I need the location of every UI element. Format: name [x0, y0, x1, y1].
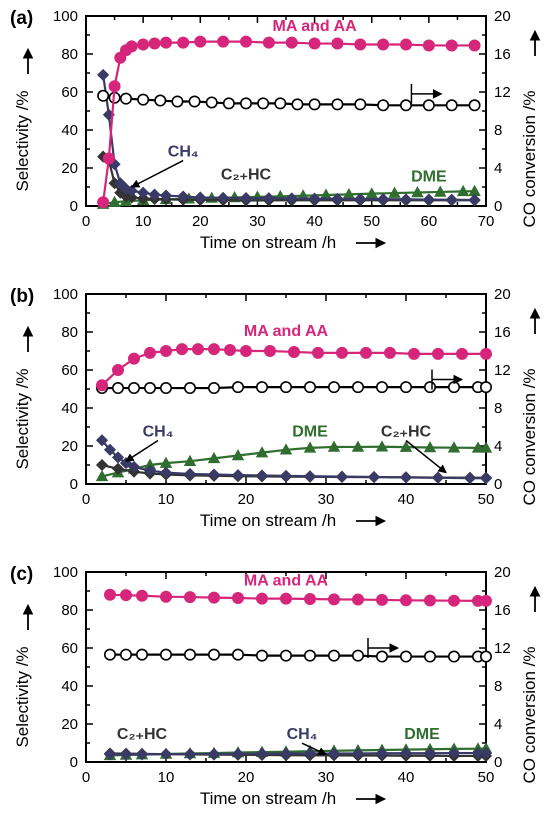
svg-text:20: 20 [238, 491, 255, 508]
svg-text:0: 0 [70, 476, 78, 493]
svg-text:60: 60 [61, 84, 78, 101]
svg-text:CO conversion /%: CO conversion /% [520, 647, 539, 784]
svg-text:50: 50 [363, 213, 380, 230]
svg-text:0: 0 [82, 213, 90, 230]
svg-text:20: 20 [61, 716, 78, 733]
svg-text:0: 0 [494, 198, 502, 215]
svg-text:60: 60 [61, 362, 78, 379]
svg-text:12: 12 [494, 84, 511, 101]
svg-text:Time on stream /h: Time on stream /h [200, 789, 336, 808]
svg-text:DME: DME [404, 726, 440, 743]
svg-text:100: 100 [53, 564, 78, 581]
svg-text:20: 20 [192, 213, 209, 230]
svg-text:C₂₊HC: C₂₊HC [117, 726, 168, 743]
svg-text:MA and AA: MA and AA [244, 572, 329, 589]
svg-text:0: 0 [494, 476, 502, 493]
panel-b: 01020304050020406080100048121620Selectiv… [0, 278, 549, 556]
svg-text:0: 0 [82, 769, 90, 786]
svg-text:(c): (c) [10, 564, 33, 585]
svg-text:0: 0 [70, 198, 78, 215]
svg-text:CH₄: CH₄ [168, 144, 199, 161]
svg-text:Time on stream /h: Time on stream /h [200, 511, 336, 530]
svg-text:10: 10 [135, 213, 152, 230]
svg-text:40: 40 [398, 769, 415, 786]
svg-text:4: 4 [494, 716, 502, 733]
svg-text:20: 20 [494, 286, 511, 303]
svg-text:20: 20 [494, 8, 511, 25]
svg-text:C₂₊HC: C₂₊HC [221, 166, 272, 183]
svg-text:80: 80 [61, 46, 78, 63]
svg-text:0: 0 [82, 491, 90, 508]
svg-text:CH₄: CH₄ [143, 424, 174, 441]
svg-text:10: 10 [158, 769, 175, 786]
svg-text:CO conversion /%: CO conversion /% [520, 91, 539, 228]
svg-text:12: 12 [494, 362, 511, 379]
svg-text:20: 20 [494, 564, 511, 581]
svg-text:50: 50 [478, 769, 495, 786]
svg-text:16: 16 [494, 602, 511, 619]
svg-text:40: 40 [61, 122, 78, 139]
svg-text:40: 40 [61, 678, 78, 695]
svg-text:MA and AA: MA and AA [273, 18, 358, 35]
svg-text:0: 0 [70, 754, 78, 771]
svg-text:100: 100 [53, 8, 78, 25]
panel-a: 010203040506070020406080100048121620Sele… [0, 0, 549, 278]
svg-text:(a): (a) [10, 8, 33, 29]
svg-text:16: 16 [494, 324, 511, 341]
svg-text:4: 4 [494, 438, 502, 455]
svg-text:4: 4 [494, 160, 502, 177]
svg-text:CH₄: CH₄ [287, 726, 318, 743]
svg-text:16: 16 [494, 46, 511, 63]
svg-text:Selectivity /%: Selectivity /% [13, 646, 32, 747]
svg-text:60: 60 [421, 213, 438, 230]
svg-text:70: 70 [478, 213, 495, 230]
panel-c: 01020304050020406080100048121620Selectiv… [0, 556, 549, 833]
svg-text:80: 80 [61, 324, 78, 341]
svg-text:MA and AA: MA and AA [244, 323, 329, 340]
svg-text:CO conversion /%: CO conversion /% [520, 369, 539, 506]
svg-text:40: 40 [398, 491, 415, 508]
svg-text:20: 20 [238, 769, 255, 786]
svg-text:Time on stream /h: Time on stream /h [200, 233, 336, 252]
svg-text:40: 40 [306, 213, 323, 230]
svg-text:DME: DME [292, 424, 328, 441]
svg-text:8: 8 [494, 122, 502, 139]
svg-text:50: 50 [478, 491, 495, 508]
svg-text:8: 8 [494, 400, 502, 417]
svg-text:100: 100 [53, 286, 78, 303]
svg-text:30: 30 [249, 213, 266, 230]
figure-root: 010203040506070020406080100048121620Sele… [0, 0, 549, 833]
svg-text:(b): (b) [10, 286, 34, 307]
svg-text:80: 80 [61, 602, 78, 619]
svg-text:60: 60 [61, 640, 78, 657]
svg-text:0: 0 [494, 754, 502, 771]
svg-text:20: 20 [61, 438, 78, 455]
svg-text:DME: DME [411, 168, 447, 185]
svg-text:Selectivity /%: Selectivity /% [13, 368, 32, 469]
svg-text:12: 12 [494, 640, 511, 657]
svg-text:20: 20 [61, 160, 78, 177]
svg-text:Selectivity /%: Selectivity /% [13, 90, 32, 191]
svg-text:C₂₊HC: C₂₊HC [381, 424, 432, 441]
svg-text:30: 30 [318, 769, 335, 786]
svg-text:8: 8 [494, 678, 502, 695]
svg-text:10: 10 [158, 491, 175, 508]
svg-text:40: 40 [61, 400, 78, 417]
svg-text:30: 30 [318, 491, 335, 508]
